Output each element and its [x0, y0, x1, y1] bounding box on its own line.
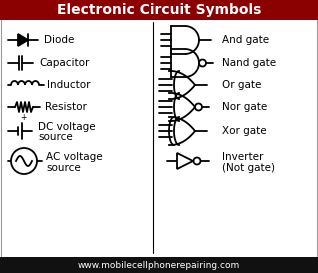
Text: source: source: [38, 132, 73, 142]
Text: And gate: And gate: [222, 35, 269, 45]
Circle shape: [11, 148, 37, 174]
Circle shape: [193, 158, 201, 165]
Text: Nand gate: Nand gate: [222, 58, 276, 68]
Text: Diode: Diode: [44, 35, 74, 45]
Text: Inductor: Inductor: [47, 80, 91, 90]
Text: Capacitor: Capacitor: [39, 58, 89, 68]
Text: Xor gate: Xor gate: [222, 126, 266, 136]
Text: +: +: [20, 113, 26, 122]
Bar: [0, 257, 318, 273]
Text: Electronic Circuit Symbols: Electronic Circuit Symbols: [57, 3, 261, 17]
Text: AC voltage: AC voltage: [46, 152, 103, 162]
Bar: [0, 0, 318, 20]
Text: Nor gate: Nor gate: [222, 102, 267, 112]
Polygon shape: [177, 153, 193, 169]
Text: source: source: [46, 163, 81, 173]
Text: DC voltage: DC voltage: [38, 122, 96, 132]
Text: (Not gate): (Not gate): [222, 163, 275, 173]
Text: www.mobilecellphonerepairing.com: www.mobilecellphonerepairing.com: [78, 260, 240, 269]
Circle shape: [199, 60, 206, 67]
Text: Resistor: Resistor: [45, 102, 87, 112]
Polygon shape: [18, 34, 28, 46]
Text: Or gate: Or gate: [222, 80, 261, 90]
Text: Inverter: Inverter: [222, 152, 263, 162]
Circle shape: [195, 103, 202, 111]
